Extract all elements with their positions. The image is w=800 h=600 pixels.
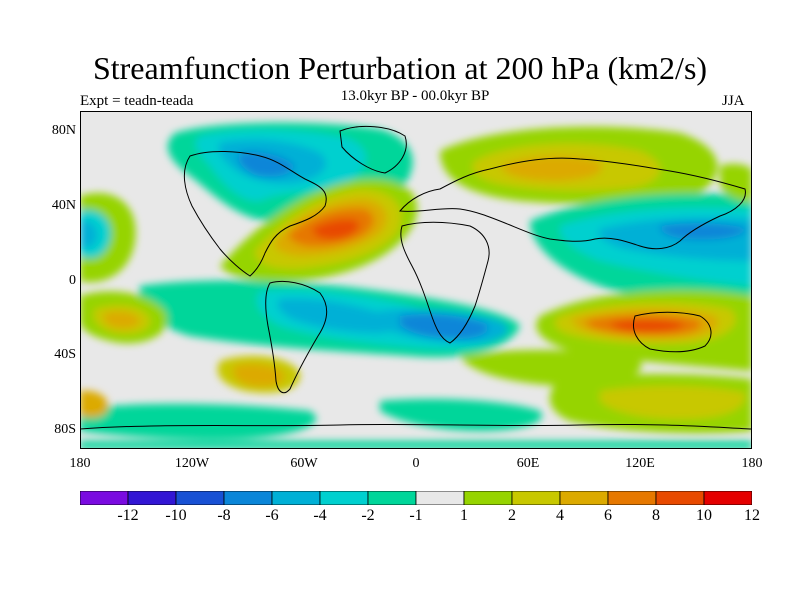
contour-region xyxy=(80,220,98,249)
coastline-south-america xyxy=(265,280,327,394)
y-tick-label: 40S xyxy=(54,347,76,362)
contour-region xyxy=(238,151,295,177)
colorbar-tick-label: 8 xyxy=(652,507,660,524)
x-tick-label: 120W xyxy=(174,456,210,471)
y-tick-label: 40N xyxy=(51,198,76,213)
colorbar-box xyxy=(655,491,705,505)
colorbar-box xyxy=(175,491,225,505)
contour-region xyxy=(277,298,401,333)
colorbar-box xyxy=(271,491,321,505)
contour-region xyxy=(80,441,752,449)
colorbar-tick-label: -1 xyxy=(409,507,423,524)
contour-region xyxy=(103,311,140,329)
coastline-europe-asia xyxy=(399,157,746,250)
contour-region xyxy=(659,223,748,240)
colorbar-tick-label: -2 xyxy=(361,507,375,524)
contour-region xyxy=(600,385,746,419)
colorbar-box xyxy=(607,491,657,505)
coastline-africa xyxy=(400,221,490,344)
contour-region xyxy=(233,364,285,387)
x-tick-label: 180 xyxy=(69,456,91,471)
colorbar-box xyxy=(223,491,273,505)
colorbar-box xyxy=(559,491,609,505)
colorbar-tick-label: 10 xyxy=(696,507,712,524)
colorbar-box xyxy=(511,491,561,505)
contour-region xyxy=(720,163,752,202)
y-tick-label: 80S xyxy=(54,422,76,437)
contour-region xyxy=(400,313,489,339)
time-period-label: 13.0kyr BP - 00.0kyr BP xyxy=(340,88,490,104)
season-label: JJA xyxy=(722,93,745,109)
colorbar-box xyxy=(80,491,129,505)
y-tick-label: 80N xyxy=(51,123,76,138)
experiment-label: Expt = teadn-teada xyxy=(80,93,194,109)
contour-region xyxy=(80,390,109,418)
x-tick-label: 0 xyxy=(412,456,420,471)
contour-region xyxy=(80,403,317,440)
colorbar-box xyxy=(415,491,465,505)
coastline-antarctica xyxy=(80,423,752,430)
colorbar xyxy=(80,491,752,505)
coastline-north-america xyxy=(183,150,327,277)
contour-region xyxy=(380,399,542,431)
y-tick-label: 0 xyxy=(69,273,76,288)
map-svg xyxy=(80,111,752,449)
colorbar-tick-label: -10 xyxy=(165,507,187,524)
contour-region xyxy=(610,319,685,332)
contour-region xyxy=(312,219,359,240)
x-tick-label: 60E xyxy=(516,456,540,471)
colorbar-tick-label: -4 xyxy=(313,507,327,524)
colorbar-tick-label: 12 xyxy=(744,507,760,524)
colorbar-box xyxy=(367,491,417,505)
map-plot xyxy=(80,111,752,449)
colorbar-box xyxy=(463,491,513,505)
x-tick-label: 60W xyxy=(290,456,318,471)
colorbar-tick-label: -8 xyxy=(217,507,231,524)
colorbar-box xyxy=(319,491,369,505)
coastline-australia xyxy=(633,311,712,353)
colorbar-tick-label: 6 xyxy=(604,507,612,524)
colorbar-box xyxy=(127,491,177,505)
contour-fill xyxy=(80,122,752,449)
plot-frame xyxy=(80,111,752,449)
colorbar-tick-label: -12 xyxy=(117,507,139,524)
contour-region xyxy=(500,155,602,181)
colorbar-box xyxy=(703,491,752,505)
coastlines xyxy=(80,126,752,430)
colorbar-tick-label: 4 xyxy=(556,507,564,524)
chart-title: Streamfunction Perturbation at 200 hPa (… xyxy=(92,50,708,86)
x-tick-label: 120E xyxy=(625,456,655,471)
x-tick-label: 180 xyxy=(741,456,763,471)
colorbar-tick-label: 1 xyxy=(460,507,468,524)
coastline-greenland xyxy=(339,126,407,174)
colorbar-tick-label: -6 xyxy=(265,507,279,524)
colorbar-tick-label: 2 xyxy=(508,507,516,524)
